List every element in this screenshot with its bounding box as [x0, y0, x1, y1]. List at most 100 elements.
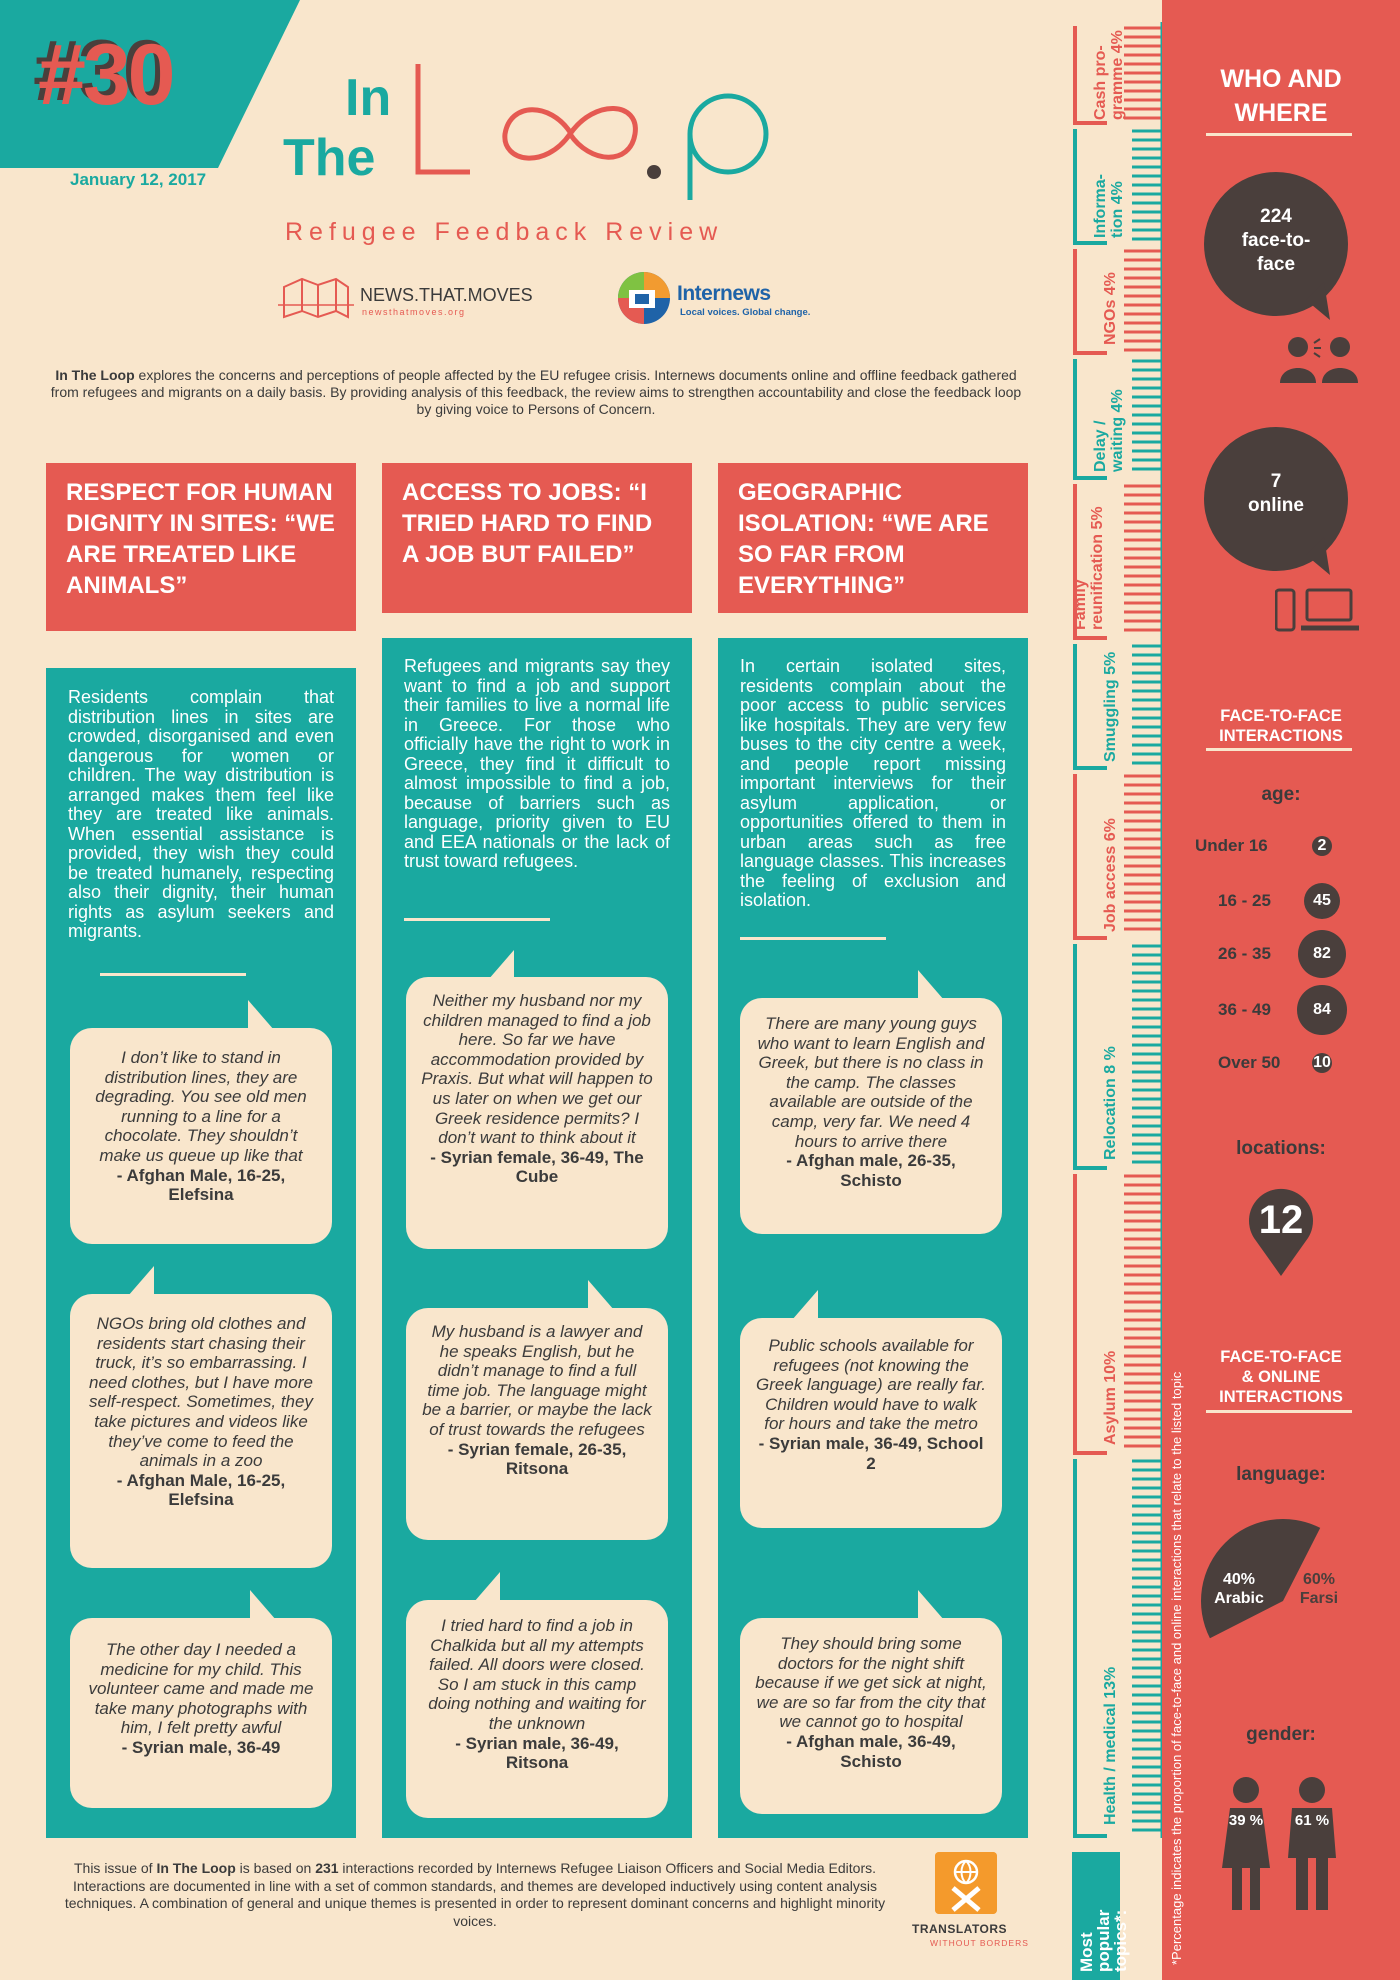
column-3-heading: GEOGRAPHIC ISOLATION: “WE ARE SO FAR FRO…: [718, 463, 1028, 613]
topic-bracket: [1073, 359, 1107, 480]
topic-delay-waiting: Delay / waiting 4%: [1092, 389, 1126, 472]
topic-job-access: Job access 6%: [1102, 818, 1119, 932]
topic-cash-programme: Cash pro-gramme 4%: [1092, 30, 1126, 120]
quote-source: - Afghan Male, 16-25, Elefsina: [116, 1165, 286, 1205]
translators-name: TRANSLATORS: [912, 1922, 1008, 1936]
female-figure-icon: [1222, 1777, 1270, 1910]
quote-bubble: Neither my husband nor my children manag…: [406, 977, 668, 1249]
quote-text: They should bring some doctors for the n…: [755, 1634, 987, 1732]
quote-bubble: There are many young guys who want to le…: [740, 998, 1002, 1234]
quote-bubble: They should bring some doctors for the n…: [740, 1618, 1002, 1814]
location-pin-icon: [1249, 1188, 1313, 1276]
topic-bracket: [1073, 26, 1107, 125]
quote-3-2-tail: [792, 1290, 818, 1320]
quote-bubble: I don’t like to stand in distribution li…: [70, 1028, 332, 1244]
language-farsi-label: 60% Farsi: [1299, 1571, 1339, 1607]
column-1-body: Residents complain that distribution lin…: [68, 687, 334, 941]
quote-text: There are many young guys who want to le…: [757, 1014, 985, 1151]
language-pie-chart: [1201, 1519, 1321, 1639]
gender-female-pct: 39 %: [1228, 1812, 1264, 1829]
topic-bracket: [1073, 484, 1107, 640]
quote-text: Public schools available for refugees (n…: [756, 1336, 986, 1434]
phone-laptop-icon: [1275, 588, 1359, 632]
column-1-divider: [100, 973, 246, 976]
combined-interactions-title: FACE-TO-FACE & ONLINE INTERACTIONS: [1219, 1348, 1343, 1406]
quote-text: The other day I needed a medicine for my…: [88, 1640, 314, 1738]
who-and-where-panel: [1162, 0, 1400, 1980]
column-3-divider: [740, 937, 886, 940]
column-2-body: Refugees and migrants say they want to f…: [404, 656, 670, 871]
topic-health-medical: Health / medical 13%: [1102, 1666, 1119, 1825]
internews-name: Internews: [677, 282, 771, 305]
face-to-face-count: 224 face-to-face: [1241, 206, 1311, 275]
topic-smuggling: Smuggling 5%: [1102, 651, 1119, 762]
quote-text: NGOs bring old clothes and residents sta…: [89, 1314, 313, 1471]
age-value: 2: [1312, 836, 1332, 856]
topic-bracket: [1073, 774, 1107, 940]
language-arabic-label: 40% Arabic: [1214, 1571, 1264, 1607]
quote-source: - Syrian male, 36-49, School 2: [758, 1433, 984, 1473]
f2f-interactions-title: FACE-TO-FACE INTERACTIONS: [1219, 707, 1343, 745]
quote-1-1-tail: [248, 1000, 274, 1030]
locations-count: 12: [1258, 1198, 1304, 1242]
topic-bracket: [1073, 129, 1107, 245]
age-label: 26 - 35: [1218, 944, 1271, 963]
news-that-moves-url: newsthatmoves.org: [362, 307, 466, 317]
topic-bracket: [1073, 1174, 1107, 1455]
quote-text: I tried hard to find a job in Chalkida b…: [428, 1616, 646, 1733]
age-label: 36 - 49: [1218, 1000, 1271, 1019]
combined-divider: [1206, 1410, 1352, 1413]
title-divider: [1206, 133, 1352, 136]
translators-sub: WITHOUT BORDERS: [930, 1938, 1029, 1948]
quote-source: - Syrian male, 36-49, Ritsona: [455, 1733, 619, 1773]
logo-the-text: The: [283, 129, 376, 187]
subtitle: Refugee Feedback Review: [285, 218, 724, 246]
quote-text: Neither my husband nor my children manag…: [421, 991, 653, 1148]
footer-mid: is based on: [235, 1860, 316, 1876]
column-2-heading: ACCESS TO JOBS: “I TRIED HARD TO FIND A …: [382, 463, 692, 613]
footer-count: 231: [315, 1860, 339, 1876]
quote-text: My husband is a lawyer and he speaks Eng…: [422, 1322, 652, 1439]
in-the-loop-logo: Loop: [415, 64, 769, 200]
quote-source: - Syrian female, 26-35, Ritsona: [447, 1439, 627, 1479]
speech-bubble-icon: [1204, 427, 1348, 575]
quote-1-3-tail: [250, 1590, 276, 1620]
age-title: age:: [1261, 784, 1301, 805]
age-value: 84: [1297, 985, 1347, 1035]
age-label: Over 50: [1218, 1053, 1281, 1072]
language-title: language:: [1236, 1464, 1326, 1485]
footer-note: This issue of In The Loop is based on 23…: [45, 1860, 905, 1930]
quote-bubble: The other day I needed a medicine for my…: [70, 1618, 332, 1808]
footer-bold-title: In The Loop: [156, 1860, 236, 1876]
quote-2-1-tail: [488, 950, 514, 980]
quote-bubble: My husband is a lawyer and he speaks Eng…: [406, 1308, 668, 1540]
f2f-divider: [1206, 748, 1352, 751]
quote-source: - Syrian male, 36-49: [121, 1737, 281, 1757]
pie-slice-arabic: [1201, 1519, 1321, 1639]
age-value: 45: [1303, 882, 1341, 920]
intro-text: explores the concerns and perceptions of…: [50, 367, 1022, 417]
quote-source: - Afghan male, 26-35, Schisto: [786, 1151, 956, 1190]
age-value: 10: [1312, 1053, 1332, 1073]
topic-tick-strip: [1073, 22, 1162, 1838]
quote-1-2-tail: [128, 1266, 154, 1296]
quote-3-3-tail: [918, 1590, 944, 1620]
column-3-body: In certain isolated sites, residents com…: [740, 656, 1006, 910]
most-popular-label: Most popular topics*:: [1077, 1909, 1130, 1972]
internews-tagline: Local voices. Global change.: [680, 307, 811, 318]
quote-bubble: NGOs bring old clothes and residents sta…: [70, 1294, 332, 1568]
age-label: 16 - 25: [1218, 891, 1271, 910]
topic-ngos: NGOs 4%: [1102, 272, 1119, 345]
quote-3-1-tail: [918, 970, 944, 1000]
issue-banner: [0, 0, 300, 168]
topic-bracket: [1073, 1459, 1107, 1838]
who-where-title: WHO AND WHERE: [1220, 65, 1342, 127]
issue-number: #30: [38, 27, 175, 123]
translators-without-borders-logo-icon: [935, 1852, 997, 1914]
news-that-moves-name: NEWS.THAT.MOVES: [360, 285, 533, 305]
intro-paragraph: In The Loop explores the concerns and pe…: [45, 367, 1027, 418]
quote-bubble: I tried hard to find a job in Chalkida b…: [406, 1600, 668, 1818]
speech-bubble-icon: [1204, 172, 1348, 320]
quote-2-2-tail: [588, 1280, 614, 1310]
quote-source: - Afghan Male, 16-25, Elefsina: [116, 1470, 286, 1510]
